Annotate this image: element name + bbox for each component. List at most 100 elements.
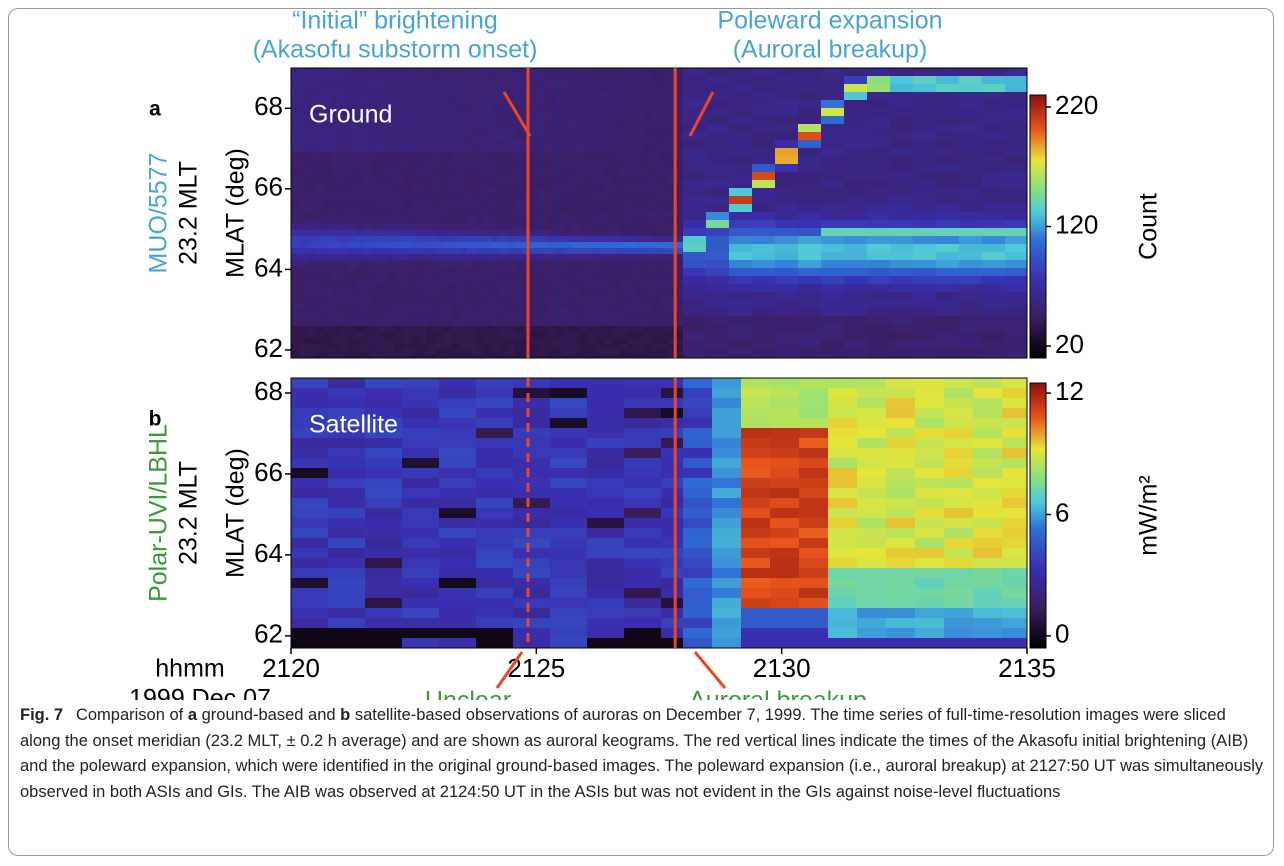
keogram-cell [323, 308, 332, 315]
keogram-cell [667, 134, 676, 141]
keogram-cell [475, 248, 484, 255]
keogram-cell [587, 80, 596, 87]
keogram-cell [299, 158, 308, 165]
keogram-cell [387, 80, 396, 87]
keogram-cell [982, 188, 1006, 197]
keogram-cell [913, 340, 937, 349]
keogram-cell [411, 332, 420, 339]
keogram-cell [595, 266, 604, 273]
keogram-cell [659, 110, 668, 117]
keogram-cell [775, 316, 799, 325]
keogram-cell [959, 84, 983, 93]
keogram-cell [443, 188, 452, 195]
keogram-cell [507, 350, 516, 357]
keogram-cell [483, 218, 492, 225]
keogram-cell [395, 212, 404, 219]
keogram-cell [571, 140, 580, 147]
keogram-cell [595, 170, 604, 177]
keogram-cell [387, 68, 396, 75]
keogram-cell [435, 320, 444, 327]
keogram-cell [339, 170, 348, 177]
keogram-cell [844, 100, 868, 109]
keogram-cell [1002, 578, 1027, 589]
keogram-cell [611, 218, 620, 225]
keogram-cell [307, 134, 316, 141]
keogram-cell [355, 242, 364, 249]
keogram-cell [379, 344, 388, 351]
keogram-cell [395, 260, 404, 267]
keogram-cell [683, 638, 713, 648]
keogram-cell [944, 388, 974, 399]
keogram-cell [363, 200, 372, 207]
keogram-cell [339, 254, 348, 261]
keogram-cell [347, 218, 356, 225]
keogram-cell [775, 348, 799, 357]
keogram-cell [867, 268, 891, 277]
keogram-cell [770, 488, 800, 499]
keogram-cell [712, 548, 742, 559]
keogram-cell [729, 292, 753, 301]
keogram-cell [667, 320, 676, 327]
keogram-cell [531, 212, 540, 219]
keogram-cell [775, 100, 799, 109]
keogram-cell [439, 638, 477, 648]
keogram-cell [1005, 92, 1027, 101]
keogram-cell [365, 448, 403, 459]
keogram-cell [563, 74, 572, 81]
keogram-cell [635, 356, 644, 358]
keogram-cell [982, 252, 1006, 261]
keogram-cell [307, 338, 316, 345]
keogram-cell [867, 204, 891, 213]
keogram-cell [403, 308, 412, 315]
keogram-cell [729, 268, 753, 277]
keogram-cell [483, 152, 492, 159]
keogram-cell [913, 92, 937, 101]
keogram-cell [435, 128, 444, 135]
keogram-cell [427, 266, 436, 273]
keogram-cell [387, 134, 396, 141]
keogram-cell [857, 378, 887, 389]
keogram-cell [355, 158, 364, 165]
keogram-cell [299, 176, 308, 183]
annotation-top: “Initial” brightening [292, 7, 498, 35]
keogram-cell [355, 356, 364, 358]
keogram-cell [439, 568, 477, 579]
keogram-cell [611, 356, 620, 358]
keogram-cell [741, 588, 771, 599]
keogram-cell [419, 284, 428, 291]
keogram-cell [555, 74, 564, 81]
keogram-cell [651, 176, 660, 183]
keogram-cell [539, 206, 548, 213]
keogram-cell [555, 104, 564, 111]
keogram-cell [339, 194, 348, 201]
keogram-cell [857, 468, 887, 479]
keogram-cell [799, 608, 829, 619]
keogram-cell [395, 98, 404, 105]
keogram-cell [821, 148, 845, 157]
keogram-cell [402, 578, 440, 589]
keogram-cell [659, 206, 668, 213]
keogram-cell [443, 248, 452, 255]
keogram-cell [475, 164, 484, 171]
keogram-cell [555, 236, 564, 243]
keogram-cell [627, 86, 636, 93]
keogram-cell [307, 194, 316, 201]
keogram-cell [307, 242, 316, 249]
keogram-cell [595, 284, 604, 291]
keogram-cell [579, 158, 588, 165]
keogram-cell [915, 458, 945, 469]
keogram-cell [291, 350, 300, 357]
keogram-cell [587, 104, 596, 111]
keogram-cell [291, 122, 300, 129]
keogram-cell [1002, 498, 1027, 509]
keogram-cell [775, 108, 799, 117]
keogram-cell [459, 158, 468, 165]
keogram-cell [550, 468, 588, 479]
keogram-cell [913, 156, 937, 165]
keogram-cell [563, 98, 572, 105]
keogram-cell [706, 340, 730, 349]
keogram-cell [328, 498, 366, 509]
keogram-cell [387, 194, 396, 201]
keogram-cell [435, 212, 444, 219]
keogram-cell [339, 110, 348, 117]
